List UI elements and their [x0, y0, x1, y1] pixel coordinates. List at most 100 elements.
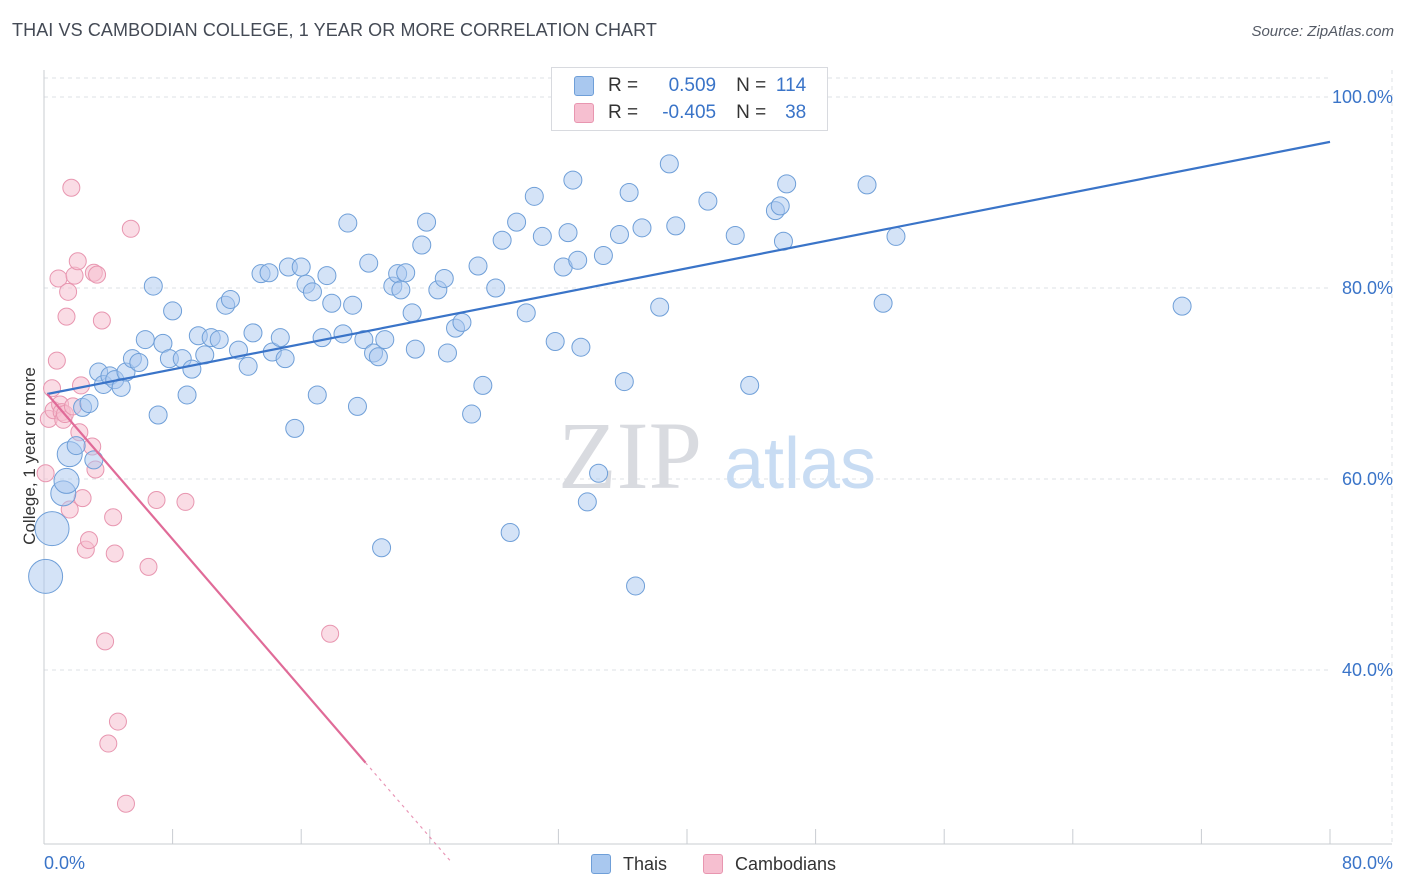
thai-point	[368, 347, 388, 367]
thai-point	[650, 297, 670, 317]
correlation-legend: R = 0.509 N = 114 R = -0.405 N = 38	[551, 67, 828, 131]
thai-point	[886, 226, 906, 246]
y-tick-label: 100.0%	[1332, 87, 1393, 107]
thai-point	[402, 303, 422, 323]
thai-point	[354, 330, 374, 350]
cambodian-point	[108, 712, 127, 731]
thai-point	[163, 301, 183, 321]
thai-point	[375, 330, 395, 350]
thai-point	[1172, 296, 1192, 316]
thai-point	[568, 250, 588, 270]
thai-point	[347, 396, 367, 416]
cambodian-point	[73, 489, 92, 508]
thai-point	[317, 266, 337, 286]
cambodian-n-value: 38	[785, 102, 807, 123]
legend-item-cambodians[interactable]: Cambodians	[703, 851, 836, 877]
cambodian-point	[59, 282, 78, 301]
thai-point	[492, 230, 512, 250]
cambodian-point	[57, 307, 76, 326]
thai-point	[873, 293, 893, 313]
thai-point	[285, 418, 305, 438]
thai-point	[143, 276, 163, 296]
thai-point	[452, 312, 472, 332]
thai-point	[53, 467, 80, 494]
thai-point	[725, 225, 745, 245]
thai-point	[417, 212, 437, 232]
thai-point	[468, 256, 488, 276]
cambodian-point	[116, 794, 135, 813]
thai-point	[507, 212, 527, 232]
cambodian-point	[80, 531, 99, 550]
thai-point	[291, 257, 311, 277]
thai-point	[220, 289, 240, 309]
cambodian-point	[92, 311, 111, 330]
cambodian-point	[88, 265, 107, 284]
cambodian-point	[99, 734, 118, 753]
legend-item-thais[interactable]: Thais	[591, 851, 667, 877]
cambodian-point	[96, 632, 115, 651]
thai-point	[307, 385, 327, 405]
thai-point	[148, 405, 168, 425]
x-tick-label: 0.0%	[44, 853, 85, 873]
source-label: Source: ZipAtlas.com	[1251, 23, 1394, 40]
thai-point	[338, 213, 358, 233]
thai-point	[558, 223, 578, 243]
cambodian-point	[104, 508, 123, 527]
watermark-atlas: atlas	[724, 424, 876, 504]
thai-point	[182, 359, 202, 379]
thai-point	[545, 331, 565, 351]
tick-labels: 40.0% 60.0% 80.0% 100.0% 0.0% 80.0%	[44, 87, 1393, 873]
thai-point	[412, 235, 432, 255]
watermark: ZIP atlas	[558, 402, 876, 509]
thai-point	[619, 183, 639, 202]
thai-point	[777, 174, 797, 194]
thai-point	[66, 436, 86, 456]
thai-point	[571, 337, 591, 357]
thai-point	[434, 268, 454, 288]
cambodian-trend-line	[46, 393, 367, 764]
thai-point	[391, 280, 411, 300]
y-tick-label: 80.0%	[1342, 278, 1393, 298]
thai-point	[516, 303, 536, 323]
thai-point	[593, 246, 613, 266]
thai-point	[437, 343, 457, 363]
cambodian-point	[62, 178, 81, 197]
cambodian-r-value: -0.405	[662, 102, 717, 123]
thai-point	[462, 404, 482, 424]
thai-point	[177, 385, 197, 405]
cambodians-legend-label: Cambodians	[735, 853, 837, 874]
thai-point	[614, 372, 634, 392]
thai-point	[740, 375, 760, 395]
thais-legend-swatch	[591, 854, 611, 874]
cambodian-point	[147, 491, 166, 510]
thai-point	[372, 538, 392, 558]
thai-point	[609, 225, 629, 245]
legend-row-cambodian: R = -0.405 N = 38	[574, 100, 806, 126]
thai-point	[343, 295, 363, 315]
thai-point	[577, 492, 597, 512]
thai-point	[659, 154, 679, 174]
thai-point	[524, 186, 544, 206]
cambodians-legend-swatch	[703, 854, 723, 874]
thai-point	[770, 196, 790, 216]
thais-legend-label: Thais	[623, 853, 668, 874]
legend-row-thai: R = 0.509 N = 114	[574, 73, 806, 99]
thai-point	[500, 522, 520, 542]
cambodian-swatch	[574, 103, 594, 123]
cambodian-point	[36, 464, 55, 483]
thai-point	[135, 330, 155, 350]
cambodian-point	[105, 544, 124, 563]
cambodian-point	[43, 379, 62, 398]
cambodian-point	[139, 557, 158, 576]
thai-r-value: 0.509	[668, 75, 717, 96]
thai-point	[79, 394, 99, 414]
cambodian-point	[47, 351, 66, 370]
thai-point	[270, 328, 290, 348]
y-tick-label: 40.0%	[1342, 660, 1393, 680]
cambodian-point	[176, 492, 195, 511]
thai-point	[28, 558, 64, 594]
thai-point	[34, 511, 70, 547]
thai-n-value: 114	[775, 75, 807, 96]
thai-point	[243, 323, 263, 343]
